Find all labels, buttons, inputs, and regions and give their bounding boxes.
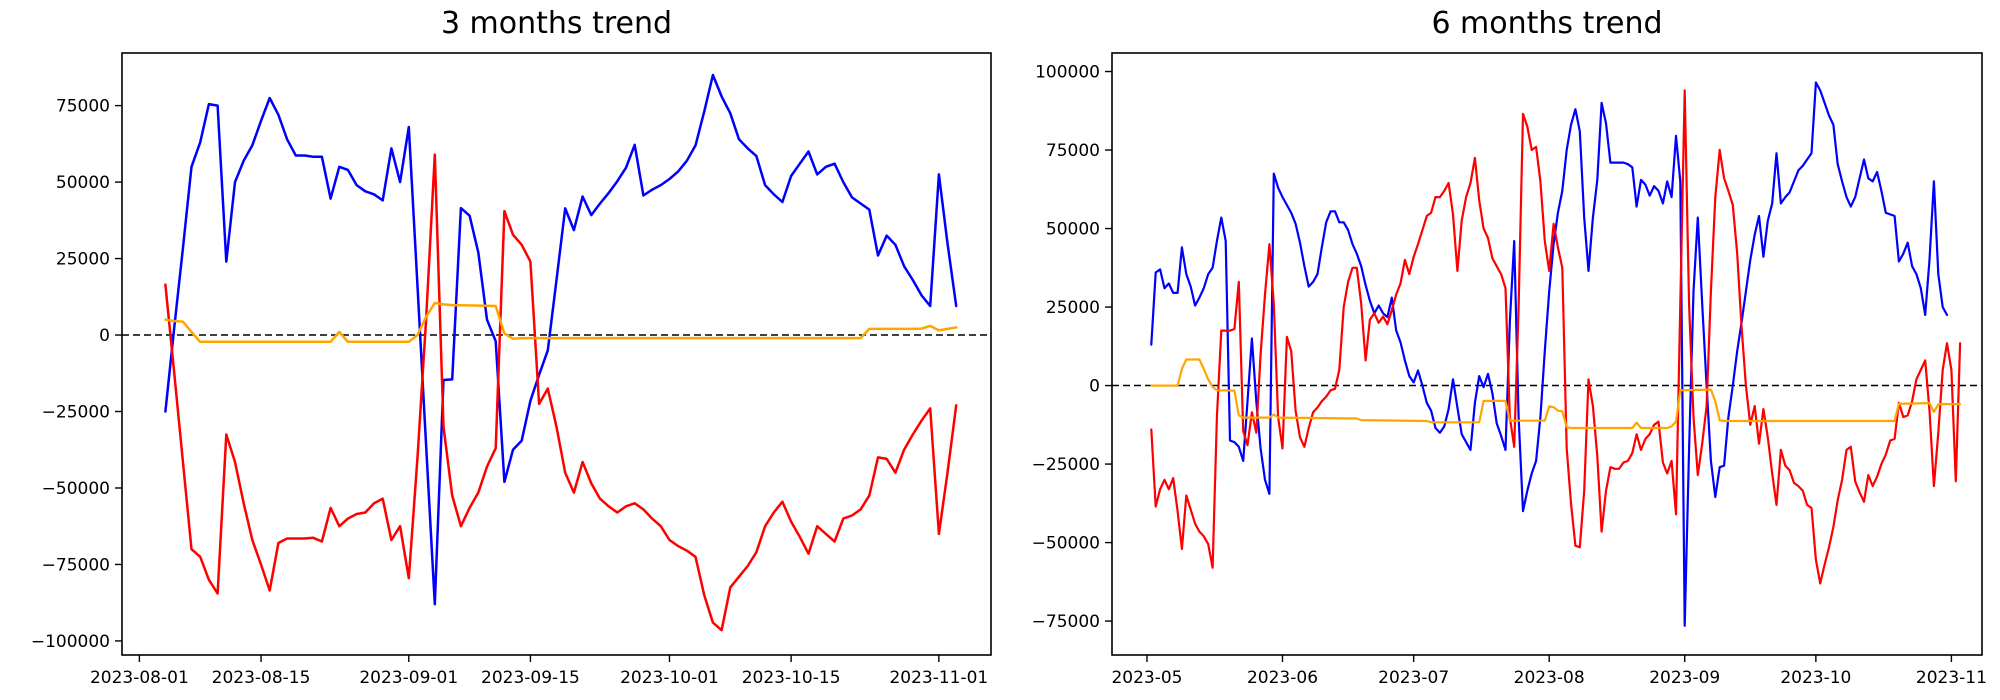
x-tick-label: 2023-09-15 — [481, 668, 580, 688]
right-chart-title: 6 months trend — [1431, 6, 1663, 41]
x-tick-label: 2023-11-01 — [889, 668, 988, 688]
y-tick-label: −25000 — [42, 403, 110, 423]
x-tick-label: 2023-05 — [1111, 668, 1182, 688]
y-tick-label: −25000 — [1032, 455, 1100, 475]
y-tick-label: −75000 — [1032, 612, 1100, 632]
x-tick-label: 2023-07 — [1378, 668, 1449, 688]
x-tick-label: 2023-09-01 — [359, 668, 458, 688]
x-tick-label: 2023-08 — [1514, 668, 1585, 688]
y-tick-label: 25000 — [1046, 298, 1100, 318]
red-series-line — [164, 153, 958, 632]
y-tick-label: 100000 — [1035, 63, 1100, 83]
y-tick-label: −100000 — [31, 632, 110, 652]
red-series-line — [1150, 89, 1962, 585]
y-tick-label: 75000 — [1046, 141, 1100, 161]
x-tick-label: 2023-10-01 — [620, 668, 719, 688]
y-tick-label: 75000 — [56, 97, 110, 117]
y-tick-label: 50000 — [1046, 220, 1100, 240]
orange-series-line — [1150, 358, 1962, 430]
y-tick-label: −75000 — [42, 555, 110, 575]
x-tick-label: 2023-08-15 — [212, 668, 311, 688]
orange-series-line — [164, 301, 958, 344]
left-chart-title: 3 months trend — [440, 6, 673, 41]
blue-series-line — [1150, 81, 1949, 627]
plot-border — [1111, 52, 1983, 656]
x-tick-label: 2023-06 — [1247, 668, 1318, 688]
x-tick-label: 2023-08-01 — [90, 668, 189, 688]
x-tick-label: 2023-09 — [1649, 668, 1720, 688]
x-tick-label: 2023-10 — [1780, 668, 1851, 688]
y-tick-label: −50000 — [1032, 534, 1100, 554]
x-tick-label: 2023-11 — [1916, 668, 1987, 688]
plot-border — [121, 52, 992, 656]
y-tick-label: −50000 — [42, 479, 110, 499]
x-tick-label: 2023-10-15 — [742, 668, 841, 688]
y-tick-label: 0 — [99, 326, 110, 346]
y-tick-label: 0 — [1089, 377, 1100, 397]
blue-series-line — [164, 73, 958, 606]
y-tick-label: 25000 — [56, 250, 110, 270]
y-tick-label: 50000 — [56, 173, 110, 193]
